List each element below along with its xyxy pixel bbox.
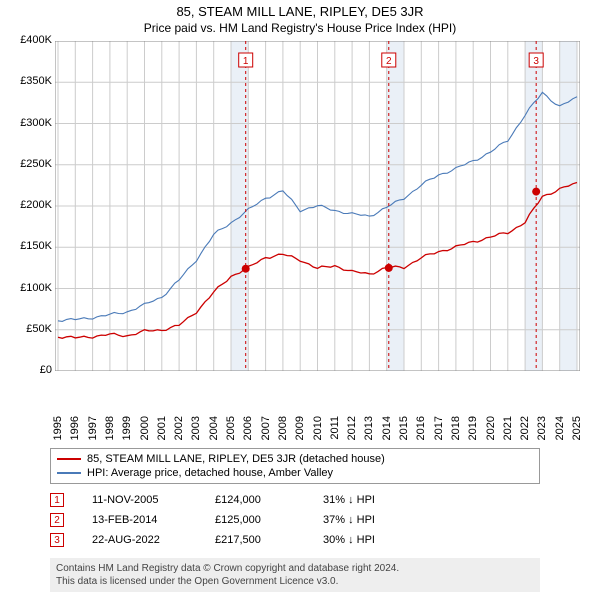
footer-line: This data is licensed under the Open Gov… bbox=[56, 575, 534, 588]
transaction-diff: 30% ↓ HPI bbox=[323, 534, 375, 546]
x-axis-label: 2015 bbox=[398, 416, 410, 440]
x-axis-label: 2023 bbox=[536, 416, 548, 440]
transaction-row: 2 13-FEB-2014 £125,000 37% ↓ HPI bbox=[50, 510, 600, 530]
legend-item-hpi: HPI: Average price, detached house, Ambe… bbox=[57, 466, 533, 480]
page-title: 85, STEAM MILL LANE, RIPLEY, DE5 3JR bbox=[0, 0, 600, 19]
transaction-marker: 3 bbox=[50, 533, 64, 547]
legend-label: HPI: Average price, detached house, Ambe… bbox=[87, 467, 333, 479]
y-axis-label: £50K bbox=[7, 323, 52, 335]
legend: 85, STEAM MILL LANE, RIPLEY, DE5 3JR (de… bbox=[50, 448, 540, 484]
y-axis-label: £150K bbox=[7, 240, 52, 252]
y-axis-label: £400K bbox=[7, 34, 52, 46]
x-axis-label: 2020 bbox=[485, 416, 497, 440]
transaction-price: £125,000 bbox=[215, 514, 295, 526]
transaction-marker: 1 bbox=[50, 493, 64, 507]
transactions-table: 1 11-NOV-2005 £124,000 31% ↓ HPI 2 13-FEB-201… bbox=[50, 490, 600, 550]
x-axis-label: 2022 bbox=[519, 416, 531, 440]
x-axis-label: 2010 bbox=[312, 416, 324, 440]
x-axis-label: 2011 bbox=[329, 416, 341, 440]
transaction-diff: 31% ↓ HPI bbox=[323, 494, 375, 506]
y-axis-label: £350K bbox=[7, 75, 52, 87]
y-axis-label: £100K bbox=[7, 282, 52, 294]
x-axis-label: 2012 bbox=[346, 416, 358, 440]
subtitle: Price paid vs. HM Land Registry's House … bbox=[0, 19, 600, 41]
transaction-date: 11-NOV-2005 bbox=[92, 494, 187, 506]
y-axis-label: £200K bbox=[7, 199, 52, 211]
x-axis-label: 2009 bbox=[294, 416, 306, 440]
x-axis-label: 2016 bbox=[415, 416, 427, 440]
x-axis-label: 2000 bbox=[139, 416, 151, 440]
x-axis-label: 2019 bbox=[467, 416, 479, 440]
y-axis-label: £250K bbox=[7, 158, 52, 170]
x-axis-label: 2018 bbox=[450, 416, 462, 440]
x-axis-label: 2021 bbox=[502, 416, 514, 440]
transaction-diff: 37% ↓ HPI bbox=[323, 514, 375, 526]
x-axis-label: 2013 bbox=[363, 416, 375, 440]
x-axis-label: 1995 bbox=[52, 416, 64, 440]
x-axis-label: 2007 bbox=[260, 416, 272, 440]
svg-text:1: 1 bbox=[243, 56, 249, 67]
x-axis-label: 2004 bbox=[208, 416, 220, 440]
transaction-price: £217,500 bbox=[215, 534, 295, 546]
x-axis-label: 2017 bbox=[433, 416, 445, 440]
legend-item-property: 85, STEAM MILL LANE, RIPLEY, DE5 3JR (de… bbox=[57, 452, 533, 466]
x-axis-label: 2003 bbox=[190, 416, 202, 440]
x-axis-label: 2002 bbox=[173, 416, 185, 440]
x-axis-label: 1997 bbox=[87, 416, 99, 440]
x-axis-label: 2006 bbox=[242, 416, 254, 440]
legend-swatch bbox=[57, 458, 81, 460]
x-axis-label: 2014 bbox=[381, 416, 393, 440]
x-axis-label: 1998 bbox=[104, 416, 116, 440]
data-attribution: Contains HM Land Registry data © Crown c… bbox=[50, 558, 540, 592]
svg-text:3: 3 bbox=[533, 56, 539, 67]
transaction-price: £124,000 bbox=[215, 494, 295, 506]
x-axis-label: 2024 bbox=[554, 416, 566, 440]
transaction-row: 3 22-AUG-2022 £217,500 30% ↓ HPI bbox=[50, 530, 600, 550]
x-axis-label: 1999 bbox=[121, 416, 133, 440]
x-axis-label: 2001 bbox=[156, 416, 168, 440]
transaction-date: 13-FEB-2014 bbox=[92, 514, 187, 526]
x-axis-label: 2005 bbox=[225, 416, 237, 440]
svg-text:2: 2 bbox=[386, 56, 392, 67]
transaction-marker: 2 bbox=[50, 513, 64, 527]
price-chart: 1 2 3 £0 £50K £100K £150K £200K £250K £300K £350K… bbox=[10, 41, 590, 406]
transaction-date: 22-AUG-2022 bbox=[92, 534, 187, 546]
transaction-row: 1 11-NOV-2005 £124,000 31% ↓ HPI bbox=[50, 490, 600, 510]
x-axis-label: 1996 bbox=[69, 416, 81, 440]
y-axis-label: £300K bbox=[7, 117, 52, 129]
legend-label: 85, STEAM MILL LANE, RIPLEY, DE5 3JR (de… bbox=[87, 453, 385, 465]
x-axis-label: 2025 bbox=[571, 416, 583, 440]
legend-swatch bbox=[57, 472, 81, 474]
footer-line: Contains HM Land Registry data © Crown c… bbox=[56, 562, 534, 575]
x-axis-label: 2008 bbox=[277, 416, 289, 440]
y-axis-label: £0 bbox=[7, 364, 52, 376]
